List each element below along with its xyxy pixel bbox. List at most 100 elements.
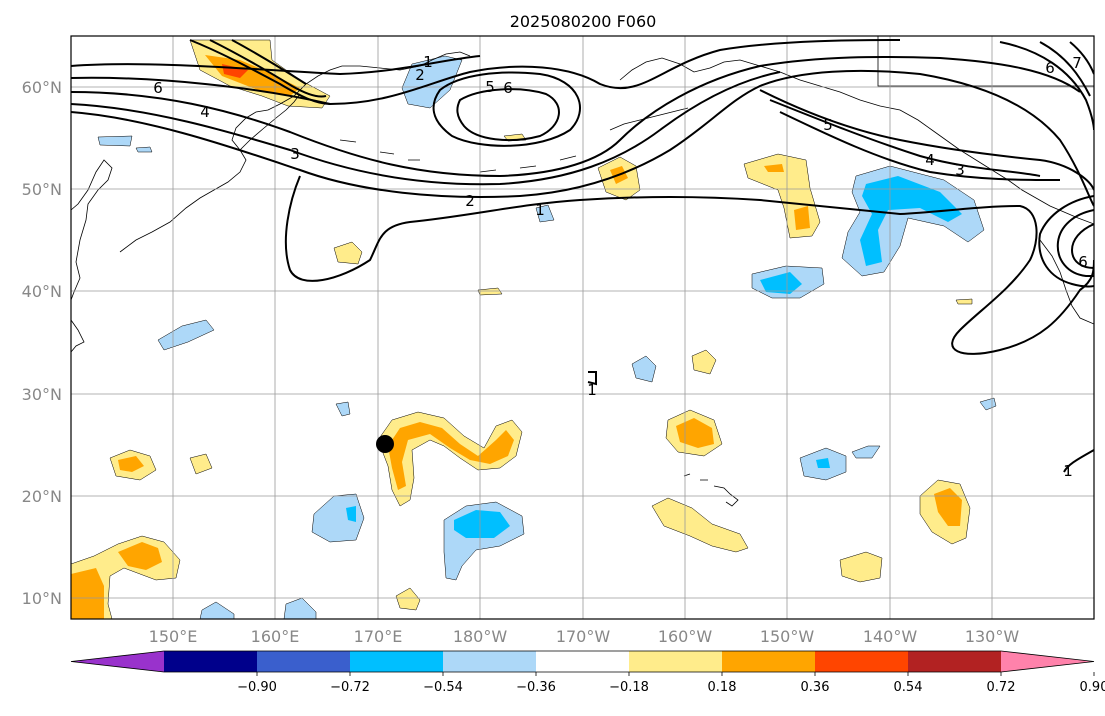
colorbar-outline bbox=[70, 650, 1095, 673]
contour-line bbox=[71, 71, 781, 186]
contour-label: 3 bbox=[955, 161, 965, 179]
colorbar-segments bbox=[70, 650, 1095, 673]
shade-positive-light bbox=[395, 587, 421, 611]
colorbar-segment bbox=[536, 651, 630, 672]
contour-label: 4 bbox=[200, 103, 210, 121]
colorbar-segment bbox=[629, 651, 723, 672]
shade-negative-mid bbox=[454, 510, 510, 538]
contour-label: 2 bbox=[465, 192, 475, 210]
colorbar-segment bbox=[815, 651, 909, 672]
coastline-asia bbox=[71, 51, 471, 353]
contour-label: 5 bbox=[485, 78, 495, 96]
contour-line bbox=[1063, 449, 1094, 473]
shaded-fields bbox=[71, 39, 997, 619]
lat-label: 30°N bbox=[22, 385, 62, 404]
shade-positive-light bbox=[955, 298, 973, 305]
colorbar-tick-label: −0.18 bbox=[609, 680, 649, 695]
colorbar-tick-label: −0.90 bbox=[237, 680, 277, 695]
contour-line bbox=[1038, 195, 1094, 288]
contour-line bbox=[71, 55, 481, 76]
contour-line bbox=[1056, 209, 1094, 277]
shade-positive-mid bbox=[118, 542, 162, 570]
contour-label: 1 bbox=[1063, 462, 1073, 480]
contour-line bbox=[284, 175, 1094, 355]
lat-label: 20°N bbox=[22, 487, 62, 506]
shade-negative-mid bbox=[860, 176, 962, 266]
coastline-alaska bbox=[619, 57, 1094, 225]
colorbar-tick-label: −0.36 bbox=[516, 680, 556, 695]
shade-negative-light bbox=[335, 401, 351, 417]
shade-positive-mid bbox=[388, 422, 514, 490]
gridlines bbox=[71, 36, 1094, 619]
shade-negative-light bbox=[199, 601, 235, 619]
contour-line bbox=[1039, 41, 1091, 97]
contour-label: 5 bbox=[823, 116, 833, 134]
shade-negative-light bbox=[97, 135, 133, 147]
colorbar-segment bbox=[443, 651, 537, 672]
shade-positive-mid bbox=[764, 164, 784, 172]
coastline-aleutians bbox=[339, 107, 689, 173]
contour-line bbox=[231, 39, 307, 85]
shade-negative-light bbox=[401, 55, 463, 109]
colorbar-segment bbox=[164, 651, 258, 672]
lon-label: 130°W bbox=[965, 627, 1020, 646]
latitude-labels: 60°N 50°N 40°N 30°N 20°N 10°N bbox=[22, 78, 62, 608]
lat-label: 40°N bbox=[22, 282, 62, 301]
colorbar: −0.90 −0.72 −0.54 −0.36 −0.18 0.18 0.36 0.54 0.7… bbox=[70, 650, 1105, 695]
colorbar-tick-label: −0.72 bbox=[330, 680, 370, 695]
colorbar-tick-label: 0.90 bbox=[1080, 680, 1105, 695]
coastline-border bbox=[877, 36, 1094, 87]
shade-negative-light bbox=[631, 355, 657, 383]
contour-line bbox=[1069, 41, 1094, 75]
lon-label: 180°W bbox=[453, 627, 508, 646]
contour-line bbox=[209, 39, 327, 98]
shade-positive-light bbox=[477, 287, 503, 296]
shade-positive-light bbox=[651, 497, 749, 553]
lon-label: 170°E bbox=[354, 627, 403, 646]
colorbar-segment bbox=[71, 651, 164, 672]
map-frame bbox=[70, 35, 1095, 620]
colorbar-ticks: −0.90 −0.72 −0.54 −0.36 −0.18 0.18 0.36 0.54 0.7… bbox=[237, 672, 1105, 695]
contour-line bbox=[189, 39, 331, 105]
lat-label: 60°N bbox=[22, 78, 62, 97]
lon-label: 150°W bbox=[760, 627, 815, 646]
plot-title: 2025080200 F060 bbox=[510, 12, 657, 31]
coastline-na-west bbox=[1039, 239, 1094, 325]
contour-label: 3 bbox=[290, 145, 300, 163]
shade-positive-light bbox=[333, 241, 363, 265]
lon-label: 140°W bbox=[863, 627, 918, 646]
shade-positive-mid bbox=[205, 55, 300, 96]
shade-positive-mid bbox=[71, 568, 104, 619]
contour-line bbox=[71, 39, 901, 106]
contour-line bbox=[1070, 223, 1094, 269]
storm-center-marker bbox=[376, 435, 394, 453]
shade-negative-light bbox=[157, 319, 215, 351]
contour-label: 6 bbox=[1045, 59, 1055, 77]
contours bbox=[71, 39, 1094, 473]
contour-label: 1 bbox=[423, 53, 433, 71]
shade-negative-mid bbox=[346, 506, 356, 522]
lon-label: 150°E bbox=[149, 627, 198, 646]
shade-positive-mid bbox=[676, 418, 714, 448]
colorbar-tick-label: 0.54 bbox=[894, 680, 923, 695]
shade-negative-mid bbox=[760, 272, 802, 294]
contour-line bbox=[71, 55, 1081, 178]
shade-positive-light bbox=[691, 349, 717, 375]
colorbar-tick-label: −0.54 bbox=[423, 680, 463, 695]
colorbar-segment bbox=[722, 651, 816, 672]
shade-negative-light bbox=[851, 445, 881, 459]
colorbar-tick-label: 0.36 bbox=[801, 680, 830, 695]
colorbar-segment bbox=[257, 651, 351, 672]
colorbar-tick-label: 0.18 bbox=[708, 680, 737, 695]
lat-label: 10°N bbox=[22, 589, 62, 608]
lon-label: 160°W bbox=[658, 627, 713, 646]
longitude-labels: 150°E 160°E 170°E 180°W 170°W 160°W 150°… bbox=[149, 627, 1020, 646]
shade-positive-mid bbox=[794, 206, 810, 230]
contour-label: 7 bbox=[1072, 54, 1082, 72]
contour-label: 6 bbox=[503, 79, 513, 97]
contour-labels: 1 2 5 6 6 4 3 2 1 1 5 4 3 6 6 7 1 bbox=[153, 53, 1088, 480]
colorbar-segment bbox=[350, 651, 444, 672]
lon-label: 170°W bbox=[556, 627, 611, 646]
